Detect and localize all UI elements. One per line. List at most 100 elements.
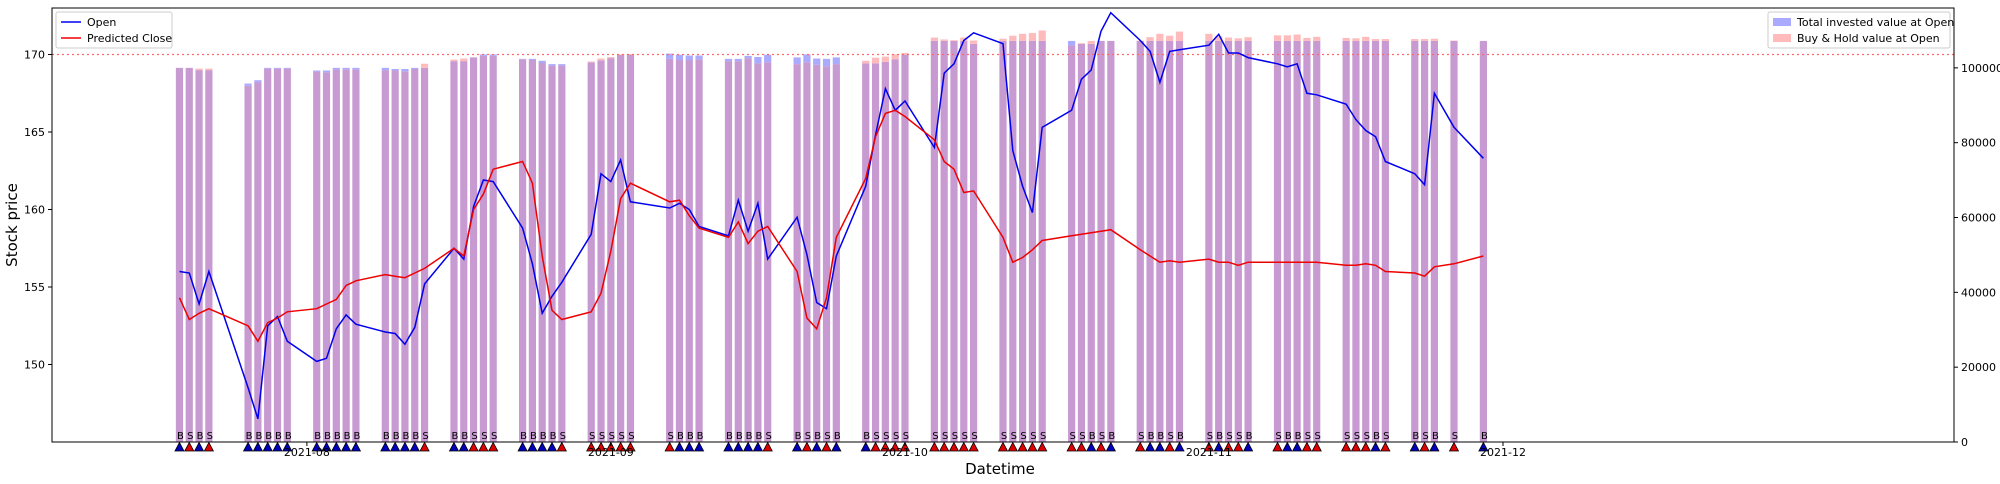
sell-marker xyxy=(419,441,430,452)
bar-overlap xyxy=(1156,40,1164,443)
bar-overlap xyxy=(1028,40,1037,443)
signal-label: B xyxy=(255,431,262,442)
bar-buyhold xyxy=(1077,43,1086,44)
sell-marker xyxy=(948,441,960,452)
bar-buyhold xyxy=(1146,37,1154,41)
bar-buyhold xyxy=(1303,37,1311,41)
signal-label: S xyxy=(883,431,889,442)
buy-marker xyxy=(1370,441,1381,452)
bar-overlap xyxy=(1273,40,1282,443)
bar-invested xyxy=(479,54,487,56)
sell-marker xyxy=(821,441,832,452)
signal-label: S xyxy=(1275,431,1281,442)
bar-buyhold xyxy=(871,57,880,64)
sell-marker xyxy=(801,441,813,452)
signal-label: S xyxy=(1030,431,1036,442)
bar-overlap xyxy=(185,67,193,443)
left-tick-label: 155 xyxy=(24,281,45,294)
signal-label: S xyxy=(1079,431,1085,442)
signal-label: B xyxy=(265,431,272,442)
signal-label: B xyxy=(697,431,704,442)
signal-label: S xyxy=(1138,431,1144,442)
buy-marker xyxy=(1409,441,1420,452)
buy-marker xyxy=(517,441,528,452)
y-axis-title: Stock price xyxy=(3,183,21,267)
signal-label: S xyxy=(1226,431,1232,442)
signal-label: B xyxy=(726,431,733,442)
sell-marker xyxy=(556,441,567,452)
sell-marker xyxy=(478,441,489,452)
bar-overlap xyxy=(587,62,595,442)
signal-label: B xyxy=(403,431,410,442)
bar-overlap xyxy=(411,68,419,442)
signal-label: S xyxy=(971,431,977,442)
sell-marker xyxy=(880,441,891,452)
bar-overlap xyxy=(1146,40,1154,443)
sell-marker xyxy=(488,441,499,452)
signal-label: B xyxy=(1246,431,1253,442)
x-tick-label: 2021-08 xyxy=(284,446,330,459)
bar-overlap xyxy=(1313,40,1321,443)
signal-label: B xyxy=(795,431,802,442)
buy-marker xyxy=(860,441,871,452)
signal-label: S xyxy=(667,431,673,442)
signal-label: B xyxy=(246,431,253,442)
buy-marker xyxy=(193,441,205,452)
signal-label: S xyxy=(422,431,428,442)
bar-buyhold xyxy=(881,56,889,62)
signal-label: S xyxy=(952,431,958,442)
bar-overlap xyxy=(832,64,840,442)
buy-marker xyxy=(350,441,362,452)
bar-overlap xyxy=(724,61,733,442)
buy-marker xyxy=(272,441,283,452)
bar-invested xyxy=(832,57,840,65)
bar-buyhold xyxy=(597,58,605,61)
sell-marker xyxy=(1203,441,1215,452)
x-tick-label: 2021-10 xyxy=(882,446,928,459)
signal-label: S xyxy=(187,431,193,442)
signal-label: S xyxy=(628,431,634,442)
bar-invested xyxy=(813,58,821,65)
legend-buyhold-swatch xyxy=(1773,34,1791,42)
x-tick-label: 2021-12 xyxy=(1480,446,1526,459)
sell-marker xyxy=(1223,441,1234,452)
buy-marker xyxy=(1174,441,1185,452)
bar-overlap xyxy=(1381,40,1389,443)
bar-overlap xyxy=(685,60,693,442)
left-tick-label: 150 xyxy=(24,359,45,372)
signal-label: B xyxy=(344,431,351,442)
bar-buyhold xyxy=(999,38,1007,41)
bar-buyhold xyxy=(1430,38,1438,41)
bar-buyhold xyxy=(460,58,468,62)
bar-overlap xyxy=(244,85,252,443)
bar-overlap xyxy=(999,40,1007,443)
buy-marker xyxy=(1154,441,1166,452)
bar-invested xyxy=(254,80,262,83)
x-tick-label: 2021-11 xyxy=(1186,446,1232,459)
sell-marker xyxy=(595,441,607,452)
sell-marker xyxy=(870,441,881,452)
bar-overlap xyxy=(822,66,831,443)
right-tick-label: 60000 xyxy=(1961,212,1996,225)
legend-right-frame xyxy=(1767,11,1951,49)
bar-buyhold xyxy=(940,39,948,41)
signal-label: B xyxy=(814,431,821,442)
buy-marker xyxy=(399,441,411,452)
legend-invested-swatch xyxy=(1773,18,1791,26)
bar-invested xyxy=(793,57,801,65)
bar-buyhold xyxy=(587,61,595,63)
bar-overlap xyxy=(391,70,399,443)
bar-buyhold xyxy=(1234,38,1242,41)
bar-invested xyxy=(322,70,331,73)
buy-marker xyxy=(282,441,293,452)
signal-label: B xyxy=(285,431,292,442)
bar-overlap xyxy=(1371,40,1380,443)
x-axis-title: Datetime xyxy=(965,460,1035,478)
bar-overlap xyxy=(1166,40,1174,443)
buy-marker xyxy=(242,441,254,452)
bar-overlap xyxy=(891,59,899,442)
sell-marker xyxy=(1419,441,1430,452)
buy-marker xyxy=(752,441,764,452)
signal-label: B xyxy=(1216,431,1223,442)
